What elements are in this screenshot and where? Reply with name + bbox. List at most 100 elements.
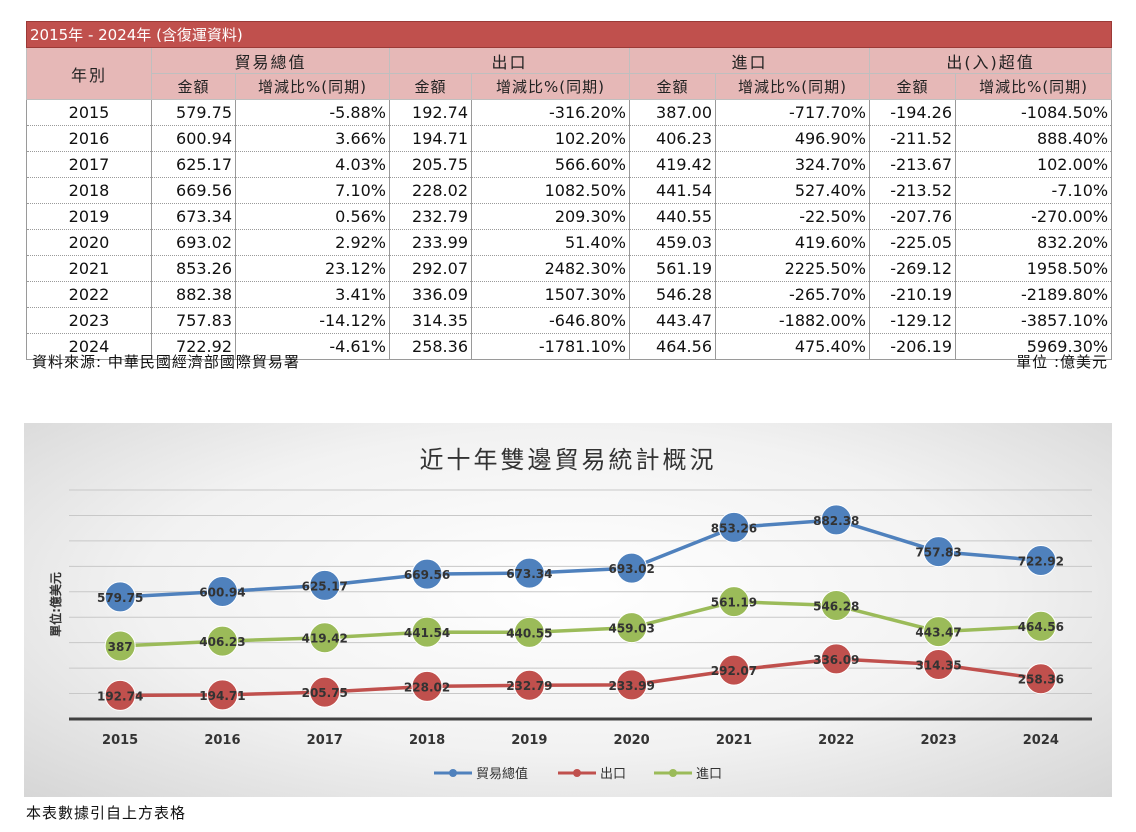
data-point <box>513 616 545 648</box>
chart-title: 近十年雙邊貿易統計概況 <box>420 446 717 474</box>
x-tick-label: 2022 <box>818 733 854 748</box>
data-label: 853.26 <box>711 521 757 535</box>
legend-marker <box>573 769 581 777</box>
change-cell: -646.80% <box>471 307 630 334</box>
data-point <box>820 504 852 536</box>
data-point <box>411 616 443 648</box>
data-point <box>616 552 648 584</box>
data-label: 757.83 <box>915 546 961 560</box>
x-tick-label: 2021 <box>716 733 752 748</box>
change-cell: 5969.30% <box>955 333 1113 360</box>
table-row: 2019 673.34 0.56% 232.79 209.30% 440.55 -22.50… <box>26 203 1113 230</box>
data-point <box>206 679 238 711</box>
data-point <box>923 536 955 568</box>
data-label: 233.99 <box>608 679 654 693</box>
data-point <box>513 669 545 701</box>
data-label: 669.56 <box>404 568 450 582</box>
change-cell: -1084.50% <box>955 99 1113 126</box>
data-point <box>206 625 238 657</box>
series-line-2 <box>120 599 1041 648</box>
amount-cell: 443.47 <box>629 307 716 334</box>
data-point <box>820 589 852 621</box>
data-point <box>820 643 852 675</box>
change-cell: 2482.30% <box>471 255 630 282</box>
subheader-change: 增減比%(同期) <box>235 73 390 100</box>
data-label: 194.71 <box>199 689 245 703</box>
data-label: 464.56 <box>1018 620 1064 634</box>
amount-cell: -206.19 <box>869 333 956 360</box>
change-cell: -270.00% <box>955 203 1113 230</box>
data-label: 579.75 <box>97 591 143 605</box>
change-cell: -717.70% <box>715 99 870 126</box>
amount-cell: 561.19 <box>629 255 716 282</box>
change-cell: 0.56% <box>235 203 390 230</box>
unit-note: 單位 :億美元 <box>1016 353 1108 371</box>
change-cell: 419.60% <box>715 229 870 256</box>
change-cell: -1882.00% <box>715 307 870 334</box>
data-point <box>206 576 238 608</box>
change-cell: 324.70% <box>715 151 870 178</box>
year-cell: 2024 <box>26 333 152 360</box>
data-label: 292.07 <box>711 664 757 678</box>
y-axis-label: 單位:億美元 <box>48 572 63 637</box>
data-label: 441.54 <box>404 626 450 640</box>
amount-cell: 406.23 <box>629 125 716 152</box>
data-point <box>1025 610 1057 642</box>
trade-line-chart: 近十年雙邊貿易統計概況 單位:億美元 2015 2016 2017 2018 2019 202… <box>24 423 1112 797</box>
data-point <box>513 557 545 589</box>
change-cell: 566.60% <box>471 151 630 178</box>
change-cell: -1781.10% <box>471 333 630 360</box>
amount-cell: 440.55 <box>629 203 716 230</box>
table-row: 2016 600.94 3.66% 194.71 102.20% 406.23 496.90… <box>26 125 1113 152</box>
table-row: 2022 882.38 3.41% 336.09 1507.30% 546.28 -265.… <box>26 281 1113 308</box>
header-total: 貿易總值 <box>151 47 390 74</box>
amount-cell: 258.36 <box>389 333 472 360</box>
amount-cell: 853.26 <box>151 255 236 282</box>
amount-cell: -269.12 <box>869 255 956 282</box>
amount-cell: 669.56 <box>151 177 236 204</box>
legend-marker <box>669 769 677 777</box>
data-point <box>718 654 750 686</box>
amount-cell: -129.12 <box>869 307 956 334</box>
year-cell: 2017 <box>26 151 152 178</box>
table-row: 2023 757.83 -14.12% 314.35 -646.80% 443.47 -18… <box>26 307 1113 334</box>
x-tick-label: 2015 <box>102 733 138 748</box>
year-cell: 2022 <box>26 281 152 308</box>
table-row: 2015 579.75 -5.88% 192.74 -316.20% 387.00 -717… <box>26 99 1113 126</box>
change-cell: 3.41% <box>235 281 390 308</box>
data-label: 546.28 <box>813 599 859 613</box>
change-cell: -4.61% <box>235 333 390 360</box>
amount-cell: 205.75 <box>389 151 472 178</box>
data-point <box>411 670 443 702</box>
x-tick-label: 2019 <box>511 733 547 748</box>
legend-marker <box>449 769 457 777</box>
change-cell: -316.20% <box>471 99 630 126</box>
amount-cell: 228.02 <box>389 177 472 204</box>
amount-cell: 757.83 <box>151 307 236 334</box>
data-point <box>309 569 341 601</box>
chart-footnote: 本表數據引自上方表格 <box>26 804 187 822</box>
data-point <box>718 586 750 618</box>
data-label: 625.17 <box>302 579 348 593</box>
year-cell: 2023 <box>26 307 152 334</box>
change-cell: 209.30% <box>471 203 630 230</box>
change-cell: -14.12% <box>235 307 390 334</box>
data-label: 192.74 <box>97 689 143 703</box>
data-label: 387 <box>108 640 133 654</box>
table-row: 2018 669.56 7.10% 228.02 1082.50% 441.54 527.4… <box>26 177 1113 204</box>
amount-cell: 232.79 <box>389 203 472 230</box>
amount-cell: 419.42 <box>629 151 716 178</box>
data-label: 314.35 <box>915 658 961 672</box>
change-cell: 1082.50% <box>471 177 630 204</box>
data-point <box>1025 545 1057 577</box>
change-cell: 475.40% <box>715 333 870 360</box>
amount-cell: 625.17 <box>151 151 236 178</box>
year-cell: 2018 <box>26 177 152 204</box>
data-label: 228.02 <box>404 680 450 694</box>
amount-cell: 722.92 <box>151 333 236 360</box>
change-cell: 51.40% <box>471 229 630 256</box>
change-cell: 4.03% <box>235 151 390 178</box>
header-balance: 出(入)超值 <box>868 47 1113 74</box>
data-label: 882.38 <box>813 514 859 528</box>
change-cell: -265.70% <box>715 281 870 308</box>
